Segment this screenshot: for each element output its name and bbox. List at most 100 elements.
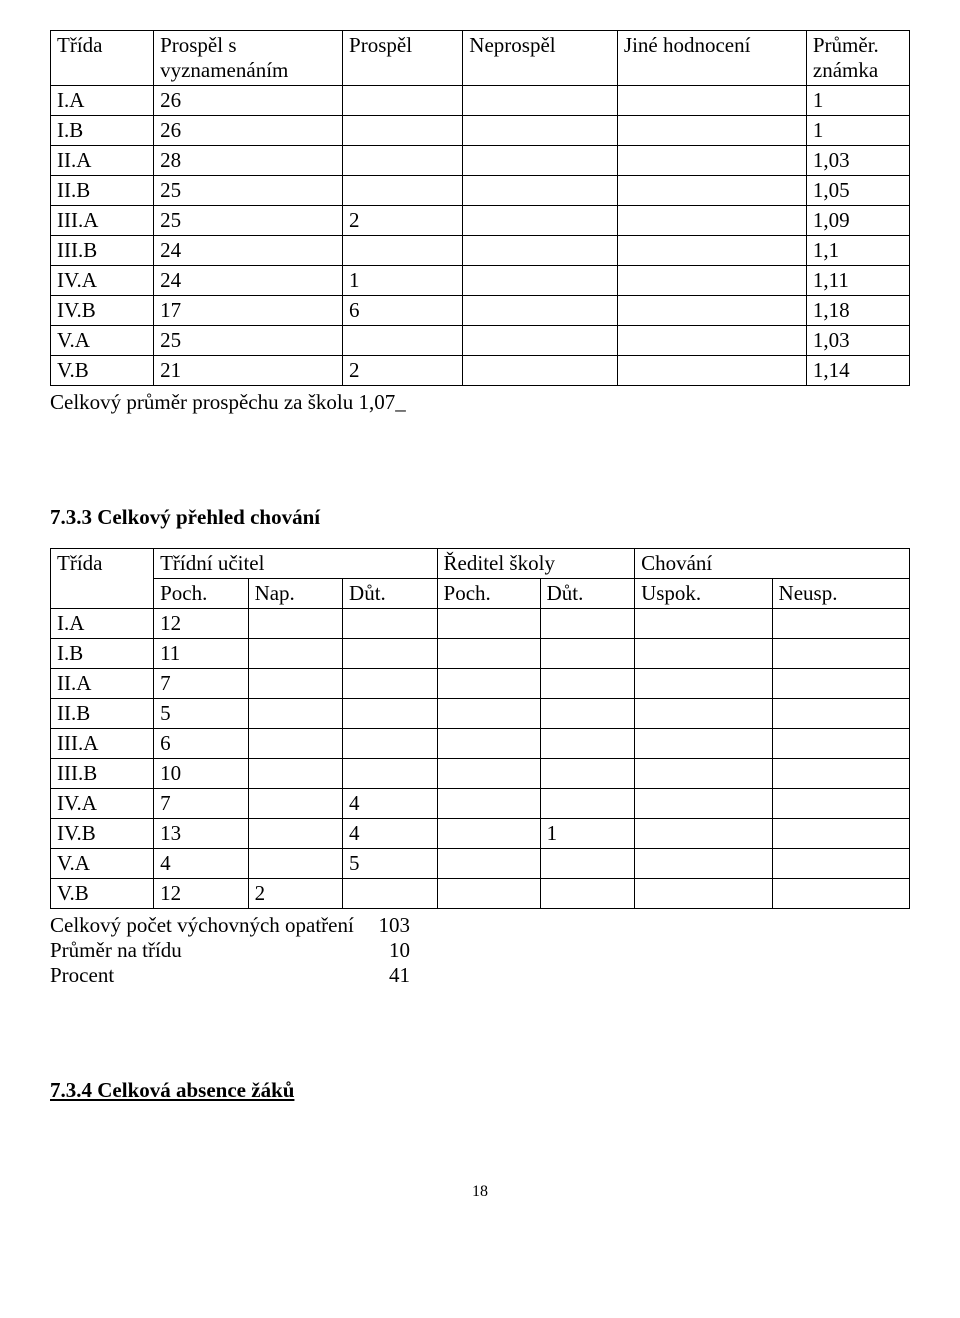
table-cell: II.A [51,146,154,176]
col-header: Chování [635,549,910,579]
table-cell: I.B [51,116,154,146]
table-row: V.A251,03 [51,326,910,356]
table-cell [617,146,806,176]
table-cell [248,789,342,819]
col-header: Třída [51,31,154,86]
table-cell [635,789,772,819]
table-cell [635,609,772,639]
grades-table: Třída Prospěl s vyznamenáním Prospěl Nep… [50,30,910,386]
table-cell [617,86,806,116]
table-cell [463,86,618,116]
table-cell: 26 [154,116,343,146]
table-cell: IV.A [51,789,154,819]
table-cell: 4 [154,849,248,879]
table-cell: 4 [343,789,437,819]
section-title-absence: 7.3.4 Celková absence žáků [50,1078,910,1103]
table-cell [463,116,618,146]
table-cell [343,699,437,729]
table-cell [772,699,909,729]
table-row: V.B122 [51,879,910,909]
stat-label: Průměr na třídu [50,938,370,963]
col-header: Třída [51,549,154,609]
table-cell: 2 [248,879,342,909]
table-cell: 25 [154,176,343,206]
table-cell [248,729,342,759]
table-cell [343,729,437,759]
table-cell [343,236,463,266]
stat-label: Celkový počet výchovných opatření [50,913,370,938]
table-header-row: Třída Třídní učitel Ředitel školy Chován… [51,549,910,579]
col-header: Jiné hodnocení [617,31,806,86]
table-cell: 6 [343,296,463,326]
table-cell [463,176,618,206]
col-header: Třídní učitel [154,549,437,579]
col-subheader: Důt. [540,579,634,609]
table-cell: 17 [154,296,343,326]
stat-value: 10 [370,938,410,963]
table-cell: 1 [806,116,909,146]
table-cell: III.A [51,206,154,236]
table-cell [463,236,618,266]
table-cell [463,206,618,236]
table-cell [343,609,437,639]
page-number: 18 [50,1183,910,1201]
table-row: III.B10 [51,759,910,789]
table-cell [635,639,772,669]
col-header: Neprospěl [463,31,618,86]
table-cell: V.A [51,326,154,356]
table-cell: III.A [51,729,154,759]
table-cell: 4 [343,819,437,849]
table-row: III.B241,1 [51,236,910,266]
table-cell [463,266,618,296]
table-row: IV.A7 4 [51,789,910,819]
table-cell [635,759,772,789]
col-subheader: Důt. [343,579,437,609]
table-cell: 5 [343,849,437,879]
table-row: V.B2121,14 [51,356,910,386]
table-header-row: Třída Prospěl s vyznamenáním Prospěl Nep… [51,31,910,86]
table-cell: 1,18 [806,296,909,326]
table-cell [463,356,618,386]
stat-label: Procent [50,963,370,988]
table-cell [463,326,618,356]
table-cell [248,699,342,729]
col-header: Prospěl s vyznamenáním [154,31,343,86]
col-subheader: Uspok. [635,579,772,609]
table-cell: 10 [154,759,248,789]
table-cell: V.B [51,356,154,386]
table-cell: 1,11 [806,266,909,296]
table-cell [343,116,463,146]
table-cell [463,296,618,326]
table-cell [617,326,806,356]
table-cell: 12 [154,879,248,909]
table-cell [772,669,909,699]
table-cell: 2 [343,356,463,386]
table-cell [343,86,463,116]
table-cell: 26 [154,86,343,116]
table-cell: 1,05 [806,176,909,206]
table-cell [540,789,634,819]
table-cell: II.B [51,176,154,206]
table-cell [635,849,772,879]
table-cell [772,819,909,849]
table-cell [772,879,909,909]
table-cell [540,729,634,759]
table-row: III.A2521,09 [51,206,910,236]
col-subheader: Neusp. [772,579,909,609]
table-cell [343,146,463,176]
table-cell [772,789,909,819]
table-cell [437,849,540,879]
table-cell [617,236,806,266]
table-cell [248,849,342,879]
table-cell [437,609,540,639]
table-row: I.B11 [51,639,910,669]
table-cell [343,669,437,699]
table-cell: 7 [154,789,248,819]
table-row: IV.B1341 [51,819,910,849]
table-cell [617,206,806,236]
table-cell [617,116,806,146]
table-cell [635,669,772,699]
col-subheader: Poch. [437,579,540,609]
table-cell [540,639,634,669]
table-cell [248,819,342,849]
